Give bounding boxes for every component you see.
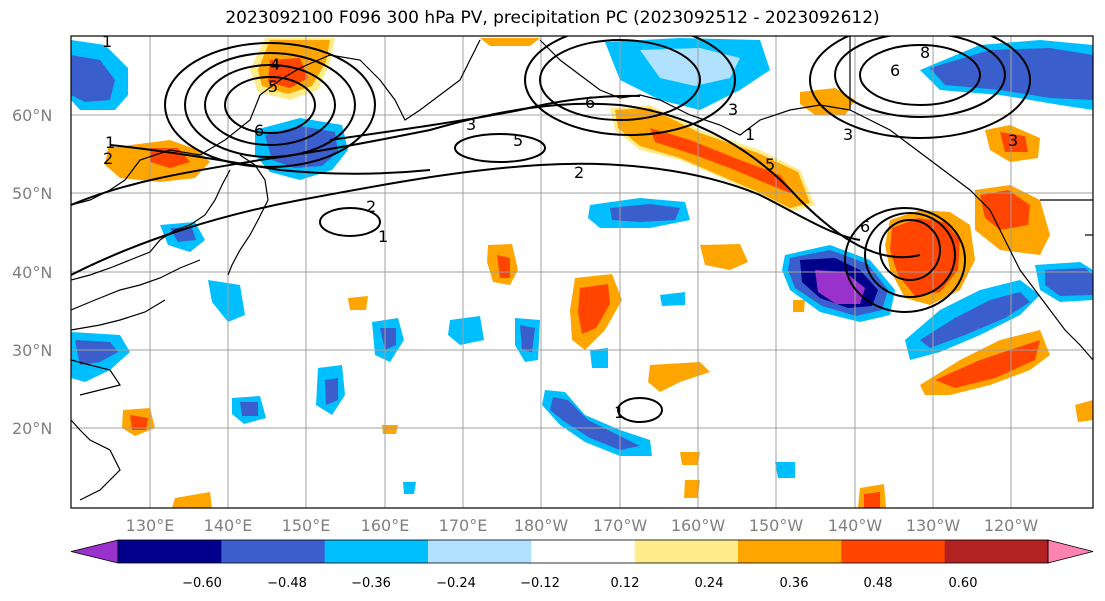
contour-label: 1 — [614, 403, 624, 422]
pv-contours — [71, 36, 1031, 423]
contour-label: 5 — [268, 77, 278, 96]
contour-label: 3 — [1008, 131, 1018, 150]
lon-label: 170°E — [439, 516, 488, 535]
graticule — [71, 36, 1093, 508]
contour-label: 1 — [745, 125, 755, 144]
colorbar-tick-label: −0.60 — [182, 576, 222, 591]
colorbar-extend-max — [1047, 539, 1094, 564]
lon-label: 140°E — [204, 516, 253, 535]
colorbar-segment — [531, 540, 636, 563]
lon-label: 150°W — [749, 516, 804, 535]
lon-label: 160°E — [361, 516, 410, 535]
contour-label: 2 — [366, 197, 376, 216]
contour-label: 1 — [105, 133, 115, 152]
latitude-labels: 60°N 50°N 40°N 30°N 20°N — [12, 106, 52, 438]
colorbar-segment — [738, 540, 842, 563]
contour-label: 6 — [585, 93, 595, 112]
lat-label: 60°N — [12, 106, 52, 125]
colorbar-tick-label: 0.48 — [864, 576, 893, 591]
coastlines — [71, 36, 1093, 501]
colorbar-tick-label: −0.48 — [267, 576, 307, 591]
lon-label: 180°W — [514, 516, 569, 535]
lon-label: 130°W — [906, 516, 961, 535]
lat-label: 50°N — [12, 184, 52, 203]
map-panel: 1 1 2 2 3 4 5 5 5 6 6 6 8 2 3 3 3 6 1 1 … — [71, 32, 1093, 508]
colorbar-tick-label: −0.36 — [351, 576, 391, 591]
contour-label: 2 — [103, 149, 113, 168]
contour-label: 1 — [102, 32, 112, 51]
lon-label: 140°W — [828, 516, 883, 535]
lat-label: 30°N — [12, 341, 52, 360]
contour-label: 3 — [843, 125, 853, 144]
lon-label: 170°W — [593, 516, 648, 535]
colorbar-segment — [118, 540, 222, 563]
colorbar-tick-label: −0.12 — [520, 576, 560, 591]
colorbar-tick-label: 0.60 — [949, 576, 978, 591]
longitude-labels: 130°E 140°E 150°E 160°E 170°E 180°W 170°… — [126, 516, 1039, 535]
map-frame — [70, 35, 1094, 509]
contour-label: 5 — [513, 131, 523, 150]
colorbar-segment — [324, 540, 429, 563]
colorbar-tick-label: 0.36 — [780, 576, 809, 591]
lon-label: 120°W — [984, 516, 1039, 535]
colorbar-tick-labels: −0.60 −0.48 −0.36 −0.24 −0.12 0.12 0.24 … — [182, 576, 977, 591]
map-title: 2023092100 F096 300 hPa PV, precipitatio… — [225, 8, 880, 28]
contour-label: 3 — [466, 115, 476, 134]
colorbar-tick-label: 0.12 — [611, 576, 640, 591]
contour-label: 6 — [890, 61, 900, 80]
colorbar-segment — [634, 540, 739, 563]
colorbar-segment — [841, 540, 946, 563]
lat-label: 40°N — [12, 263, 52, 282]
contour-label: 1 — [378, 227, 388, 246]
pv-contour-labels: 1 1 2 2 3 4 5 5 5 6 6 6 8 2 3 3 3 6 1 1 … — [102, 32, 1018, 422]
colorbar-tick-label: 0.24 — [695, 576, 724, 591]
contour-label: 3 — [728, 100, 738, 119]
colorbar-segment — [221, 540, 326, 563]
colorbar-tick-label: −0.24 — [436, 576, 476, 591]
contour-label: 4 — [270, 55, 280, 74]
lon-label: 150°E — [282, 516, 331, 535]
colorbar-segment — [428, 540, 532, 563]
precip-negative-shading — [71, 38, 1093, 494]
contour-label: 2 — [574, 163, 584, 182]
lon-label: 130°E — [126, 516, 175, 535]
contour-label: 6 — [860, 217, 870, 236]
contour-label: 5 — [765, 155, 775, 174]
lat-label: 20°N — [12, 419, 52, 438]
contour-label: 6 — [254, 121, 264, 140]
colorbar-extend-min — [70, 539, 119, 564]
colorbar — [70, 539, 1094, 564]
colorbar-frame — [117, 539, 1049, 564]
lon-label: 160°W — [671, 516, 726, 535]
colorbar-segment — [944, 540, 1049, 563]
contour-label: 8 — [920, 43, 930, 62]
